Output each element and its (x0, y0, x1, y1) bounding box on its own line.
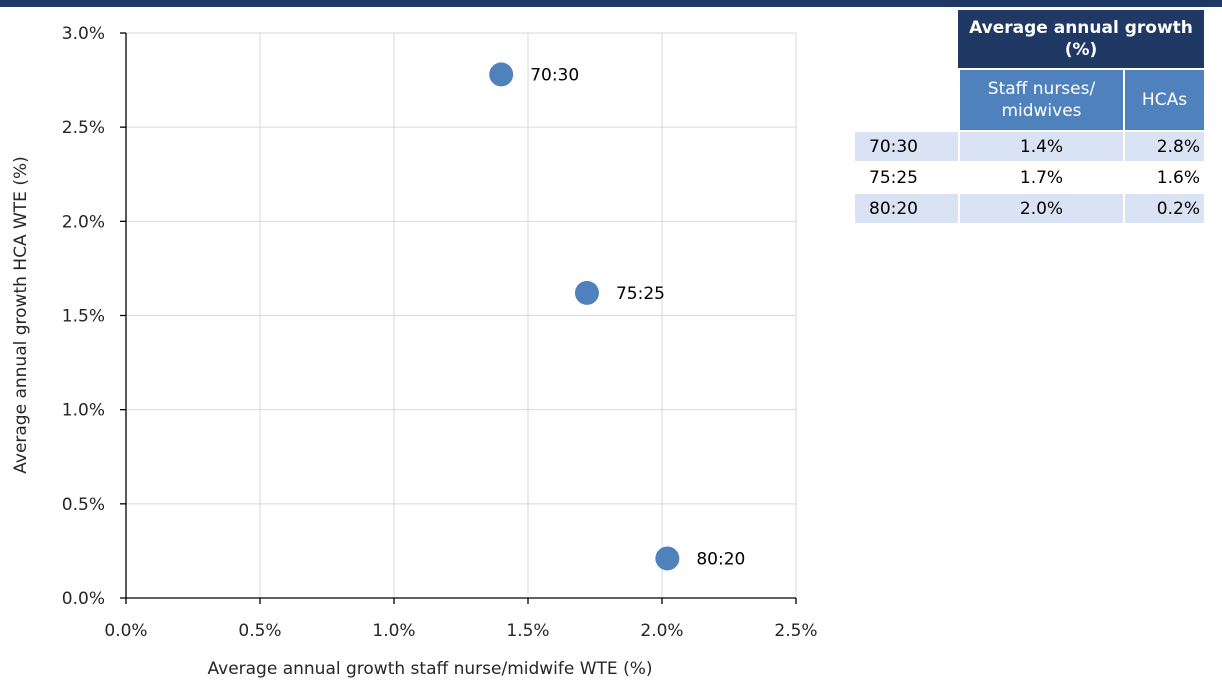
table-header-staff: Staff nurses/ midwives (960, 70, 1123, 130)
table-row: 80:20 2.0% 0.2% (855, 194, 1204, 223)
table-header-blank (855, 68, 958, 130)
y-axis-label: Average annual growth HCA WTE (%) (11, 156, 31, 474)
row-staff-value: 1.4% (960, 132, 1123, 161)
row-staff-value: 1.7% (1019, 167, 1064, 188)
x-tick-label: 0.0% (104, 621, 147, 641)
row-hca-value: 0.2% (1125, 194, 1204, 223)
y-tick-label: 1.0% (62, 401, 105, 421)
y-tick-label: 0.5% (62, 495, 105, 515)
x-axis-label: Average annual growth staff nurse/midwif… (208, 659, 653, 679)
chart-axes (120, 32, 797, 604)
x-tick-label: 2.0% (640, 621, 683, 641)
y-tick-label: 3.0% (62, 24, 105, 44)
y-tick-label: 0.0% (62, 589, 105, 609)
table-row: 70:30 1.4% 2.8% (855, 132, 1204, 161)
top-banner-rule (0, 0, 1222, 7)
y-tick-label: 1.5% (62, 307, 105, 327)
data-point-label: 80:20 (696, 549, 745, 569)
data-point (489, 62, 514, 87)
x-tick-label: 1.5% (506, 621, 549, 641)
row-label: 80:20 (855, 194, 958, 223)
data-point-label: 70:30 (530, 65, 579, 85)
data-point (574, 280, 599, 305)
y-tick-label: 2.5% (62, 118, 105, 138)
row-label: 70:30 (855, 132, 958, 161)
row-hca-value: 2.8% (1125, 132, 1204, 161)
growth-table: Average annual growth (%) Staff nurses/ … (855, 10, 1204, 223)
x-tick-label: 1.0% (372, 621, 415, 641)
data-point (655, 546, 680, 571)
row-hca-value: 1.6% (1156, 167, 1200, 188)
row-staff-value: 2.0% (960, 194, 1123, 223)
x-tick-label: 2.5% (774, 621, 817, 641)
y-tick-label: 2.0% (62, 212, 105, 232)
chart-tick-labels: 0.0% 0.5% 1.0% 1.5% 2.0% 2.5% 0.0% 0.5% 1.0% 1.5%… (62, 24, 818, 641)
table-row: 75:25 1.7% 1.6% (855, 163, 1204, 192)
scatter-chart: 0.0% 0.5% 1.0% 1.5% 2.0% 2.5% 0.0% 0.5% 1.0% 1.5%… (11, 24, 818, 679)
x-tick-label: 0.5% (238, 621, 281, 641)
data-point-label: 75:25 (616, 284, 665, 304)
chart-points: 70:30 75:25 80:20 (489, 62, 745, 571)
chart-gridlines (126, 32, 797, 598)
table-header-title: Average annual growth (%) (958, 10, 1204, 68)
row-label: 75:25 (869, 167, 918, 188)
table-header-hca: HCAs (1125, 70, 1204, 130)
